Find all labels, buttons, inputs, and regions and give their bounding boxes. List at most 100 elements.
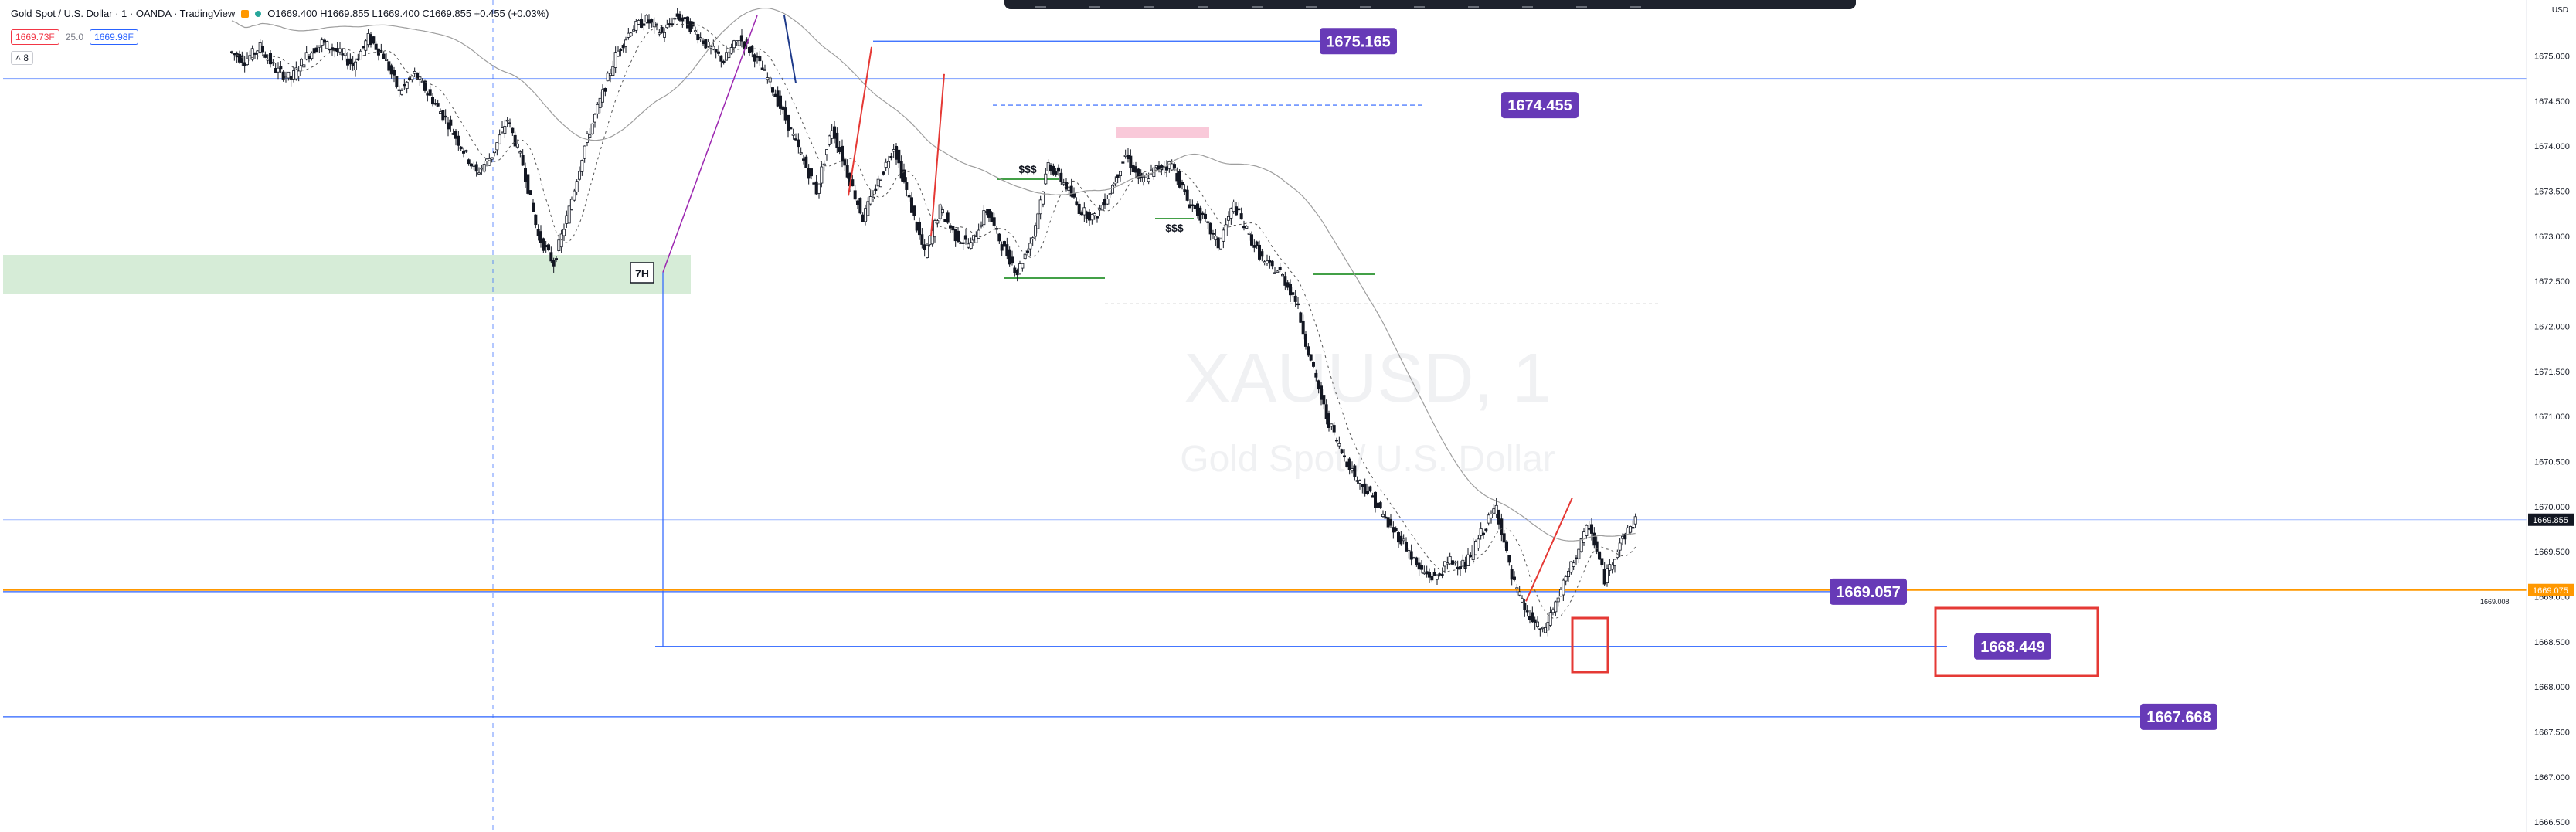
candle-body [518,151,522,154]
floating-drawing-toolbar[interactable] [1004,0,1856,9]
bid-ask-row[interactable]: 1669.73F 25.0 1669.98F [11,29,138,45]
candle-body [472,165,476,167]
candle-body [1227,216,1231,221]
candle-body [1368,486,1372,491]
demand-zone [3,255,691,294]
candle-body [1214,236,1218,240]
eye-icon[interactable] [1576,0,1587,8]
cursor-icon[interactable] [1035,0,1046,8]
candle-body [642,23,646,26]
candle-body [1028,243,1032,250]
candle-body [1613,559,1616,566]
text-icon[interactable] [1252,0,1263,8]
candle-body [1278,267,1282,270]
candle-body [874,188,878,192]
magnet-icon[interactable] [1468,0,1479,8]
candle-body [1198,207,1202,221]
candle-body [505,119,509,122]
candle-body [943,219,947,222]
sell-price-button[interactable]: 1669.73F [11,29,59,45]
candle-body [1330,423,1334,427]
candle-body [787,114,790,131]
candle-body [621,45,625,49]
indicators-collapse-button[interactable]: ˄ 8 [11,51,34,65]
candle-body [926,244,929,258]
candle-body [304,52,308,60]
candle-body [1536,621,1540,627]
candle-body [1075,201,1079,205]
brush-icon[interactable] [1198,0,1208,8]
candle-body [1000,244,1004,251]
candle-body [1432,572,1436,576]
ruler-icon[interactable] [1360,0,1371,8]
axis-currency-label[interactable]: USD [2551,6,2568,15]
candle-body [443,115,447,118]
candle-body [397,89,401,91]
candle-body [268,53,272,65]
candle-body [1456,566,1460,569]
pattern-icon[interactable] [1306,0,1317,8]
candle-body [536,229,540,236]
candle-body [1054,171,1058,175]
candle-body [1436,574,1439,580]
candle-body [1528,616,1532,620]
candle-body [1268,260,1272,263]
candle-body [534,214,538,226]
candle-body [868,196,872,205]
candle-body [1531,612,1534,623]
candle-body [789,127,793,130]
candle-body [1463,562,1467,569]
candle-body [1291,292,1295,295]
candle-body [1286,282,1290,288]
lock-icon[interactable] [1522,0,1533,8]
candle-body [521,155,525,166]
price-tick-1671.500: 1671.500 [2534,368,2570,377]
trendline-icon[interactable] [1089,0,1100,8]
candle-body [634,20,638,31]
trash-icon[interactable] [1630,0,1641,8]
candle-body [1546,622,1550,631]
candle-body [544,245,548,248]
candle-body [501,127,505,133]
candle-body [1544,627,1548,633]
price-tick-1674.500: 1674.500 [2534,97,2570,107]
candle-body [1263,261,1266,263]
candle-series [229,8,1637,637]
candle-body [1484,528,1488,531]
candle-body [580,160,584,172]
candle-body [573,190,576,201]
symbol-title[interactable]: Gold Spot / U.S. Dollar · 1 · OANDA · Tr… [11,8,236,19]
candle-body [1412,557,1416,559]
zoom-icon[interactable] [1414,0,1425,8]
candle-body [897,149,901,164]
price-tick-1670.500: 1670.500 [2534,458,2570,467]
symbol-legend[interactable]: Gold Spot / U.S. Dollar · 1 · OANDA · Tr… [11,8,549,19]
candle-body [797,139,800,148]
candle-body [719,55,723,62]
candle-body [812,182,816,185]
candle-body [552,260,556,267]
candle-body [1358,480,1362,484]
candle-body [361,46,365,49]
candle-body [1366,491,1370,494]
candle-body [967,243,970,248]
candle-body [1623,533,1627,540]
orange-level-tag-bg [2528,583,2574,596]
buy-price-button[interactable]: 1669.98F [90,29,138,45]
candle-body [995,228,999,230]
candle-body [781,106,785,110]
candle-body [609,73,613,76]
candle-body [920,234,924,245]
fib-icon[interactable] [1144,0,1154,8]
candle-body [1397,532,1401,543]
level-1669057-label: 1669.057 [1836,584,1900,601]
level-1668449-label: 1668.449 [1980,639,2044,656]
candle-body [601,89,605,103]
candle-body [957,230,960,242]
candle-body [1332,425,1336,433]
candle-body [287,71,291,79]
candle-body [910,197,914,213]
candle-body [1309,354,1313,361]
